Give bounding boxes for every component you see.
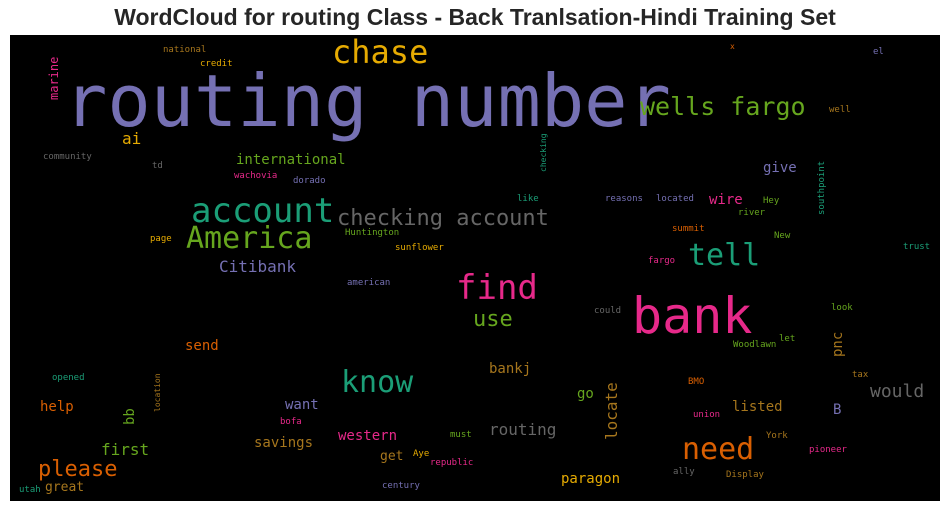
word-td: td [152,161,163,171]
word-pnc: pnc [830,332,846,357]
word-bb: bb [122,408,138,425]
word-find: find [456,268,538,308]
word-look: look [831,303,853,313]
word-fargo: fargo [648,256,675,266]
word-bank: bank [632,287,752,345]
word-ai: ai [122,129,141,148]
word-republic: republic [430,458,473,468]
word-huntington: Huntington [345,228,399,238]
word-savings: savings [254,435,313,451]
word-community: community [43,152,92,162]
word-know: know [341,365,414,400]
word-help: help [40,399,74,415]
word-want: want [285,397,319,413]
word-go: go [577,386,594,402]
chart-title: WordCloud for routing Class - Back Tranl… [114,4,836,30]
word-send: send [185,338,219,354]
word-checking: checking [539,133,548,172]
word-located: located [656,194,694,204]
word-summit: summit [672,224,705,234]
word-southpoint: southpoint [817,161,827,215]
word-routing-number: routing number [64,59,671,143]
word-please: please [38,457,117,482]
word-hey: Hey [763,196,780,206]
word-credit: credit [200,59,233,69]
word-give: give [763,160,797,176]
word-great: great [45,480,84,495]
word-new: New [774,231,791,241]
word-chase: chase [332,33,428,71]
cloud-background [10,35,940,501]
word-wachovia: wachovia [234,171,277,181]
word-utah: utah [19,485,41,495]
word-york: York [766,431,788,441]
word-dorado: dorado [293,176,326,186]
word-ally: ally [673,467,695,477]
word-international: international [236,152,346,168]
word-first: first [101,440,149,459]
word-tax: tax [852,370,869,380]
word-get: get [380,449,403,464]
word-sunflower: sunflower [395,243,444,253]
word-national: national [163,45,206,55]
word-tell: tell [688,238,760,273]
word-let: let [779,334,795,344]
word-checking-account: checking account [337,206,549,231]
word-bmo: BMO [688,377,704,387]
word-paragon: paragon [561,471,620,487]
word-trust: trust [903,242,930,252]
word-would: would [870,381,924,402]
word-page: page [150,234,172,244]
word-pioneer: pioneer [809,445,848,455]
word-citibank: Citibank [219,257,296,276]
word-america: America [186,221,312,256]
word-need: need [682,432,754,467]
word-wells-fargo: wells fargo [640,92,806,121]
word-union: union [693,410,720,420]
word-el: el [873,47,884,57]
word-must: must [450,430,472,440]
word-like: like [517,194,539,204]
word-locate: locate [602,382,621,440]
word-bofa: bofa [280,417,302,427]
word-western: western [338,428,397,444]
word-bankj: bankj [489,361,531,377]
word-woodlawn: Woodlawn [733,340,776,350]
word-century: century [382,481,421,491]
word-routing: routing [489,420,556,439]
word-river: river [738,208,766,218]
word-could: could [594,306,621,316]
word-x: x [730,42,735,51]
word-well: well [829,105,851,115]
word-b: B [833,402,841,418]
word-use: use [473,307,513,332]
word-aye: Aye [413,449,429,459]
word-location: location [153,373,162,412]
word-listed: listed [732,399,783,415]
word-reasons: reasons [605,194,643,204]
word-american: american [347,278,390,288]
word-opened: opened [52,373,85,383]
word-marine: marine [47,57,61,100]
word-wire: wire [709,192,743,208]
word-display: Display [726,470,765,480]
word-account: account [191,191,334,231]
